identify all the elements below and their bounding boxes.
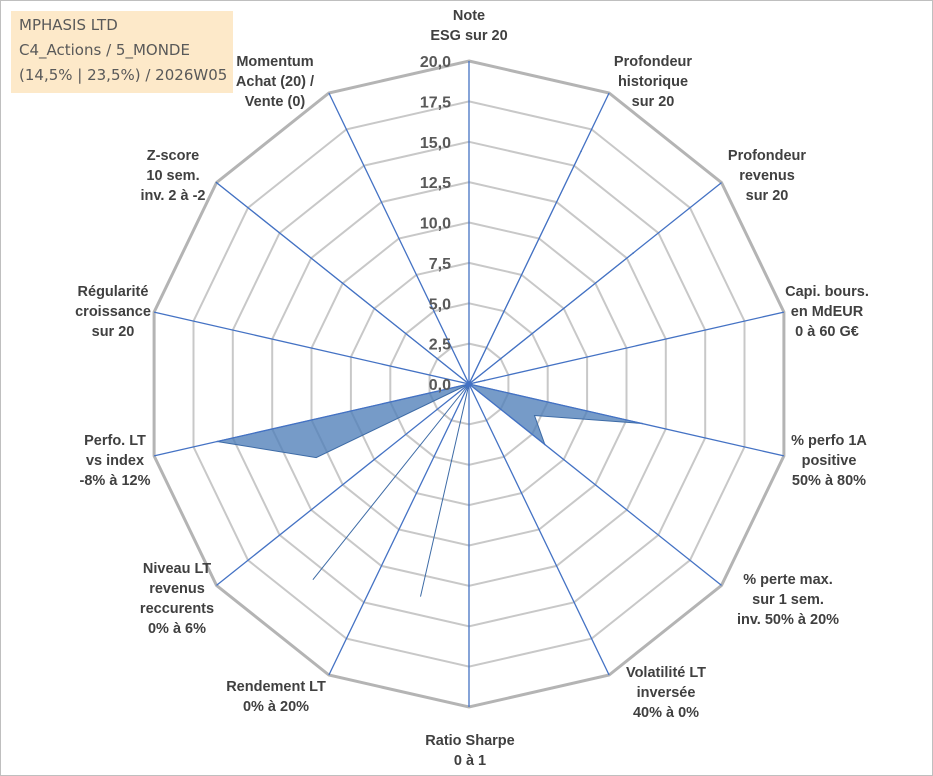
tick-label: 12,5 bbox=[420, 175, 451, 192]
axis-spoke bbox=[468, 311, 785, 385]
axis-spoke bbox=[468, 383, 785, 457]
radar-tick-labels: 0,0 2,5 5,0 7,5 10,0 12,5 15,0 17,5 20,0 bbox=[420, 54, 451, 394]
axis-label: Niveau LT revenus reccurents 0% à 6% bbox=[140, 561, 214, 637]
tick-label: 2,5 bbox=[429, 337, 451, 354]
title-line-period: (14,5% | 23,5%) / 2026W05 bbox=[19, 66, 228, 84]
axis-label: % perfo 1A positive 50% à 80% bbox=[791, 433, 867, 489]
axis-label: Profondeur revenus sur 20 bbox=[728, 148, 806, 204]
axis-label: Rendement LT 0% à 20% bbox=[226, 679, 326, 715]
axis-spoke bbox=[216, 383, 470, 586]
radar-axis-labels: Note ESG sur 20 Profondeur historique sur 20… bbox=[75, 8, 869, 769]
axis-spoke bbox=[468, 383, 610, 676]
axis-spoke bbox=[468, 182, 722, 385]
chart-title-box: MPHASIS LTD C4_Actions / 5_MONDE (14,5% … bbox=[11, 11, 233, 93]
axis-spoke bbox=[468, 92, 610, 385]
axis-label: Volatilité LT inversée 40% à 0% bbox=[626, 665, 706, 721]
axis-label: Capi. bours. en MdEUR 0 à 60 G€ bbox=[785, 284, 869, 340]
tick-label: 7,5 bbox=[429, 256, 451, 273]
title-line-company: MPHASIS LTD bbox=[19, 16, 118, 34]
axis-label: Régularité croissance sur 20 bbox=[75, 284, 151, 340]
tick-label: 20,0 bbox=[420, 54, 451, 71]
axis-label: Note ESG sur 20 bbox=[430, 8, 507, 44]
axis-label: Momentum Achat (20) / Vente (0) bbox=[236, 54, 314, 110]
axis-spoke bbox=[216, 182, 470, 385]
axis-label: Profondeur historique sur 20 bbox=[614, 54, 692, 110]
axis-label: Perfo. LT vs index -8% à 12% bbox=[80, 433, 151, 489]
tick-label: 10,0 bbox=[420, 216, 451, 233]
axis-label: Z-score 10 sem. inv. 2 à -2 bbox=[140, 148, 205, 204]
tick-label: 0,0 bbox=[429, 377, 451, 394]
axis-spoke bbox=[153, 383, 470, 457]
radar-axes bbox=[153, 61, 785, 707]
tick-label: 15,0 bbox=[420, 135, 451, 152]
axis-spoke bbox=[328, 92, 470, 385]
tick-label: 17,5 bbox=[420, 94, 451, 111]
axis-label: Ratio Sharpe 0 à 1 bbox=[425, 733, 514, 769]
axis-spoke bbox=[153, 311, 470, 385]
axis-spoke bbox=[328, 383, 470, 676]
title-line-category: C4_Actions / 5_MONDE bbox=[19, 41, 190, 59]
tick-label: 5,0 bbox=[429, 296, 451, 313]
axis-spoke bbox=[468, 383, 722, 586]
axis-label: % perte max. sur 1 sem. inv. 50% à 20% bbox=[737, 572, 839, 628]
